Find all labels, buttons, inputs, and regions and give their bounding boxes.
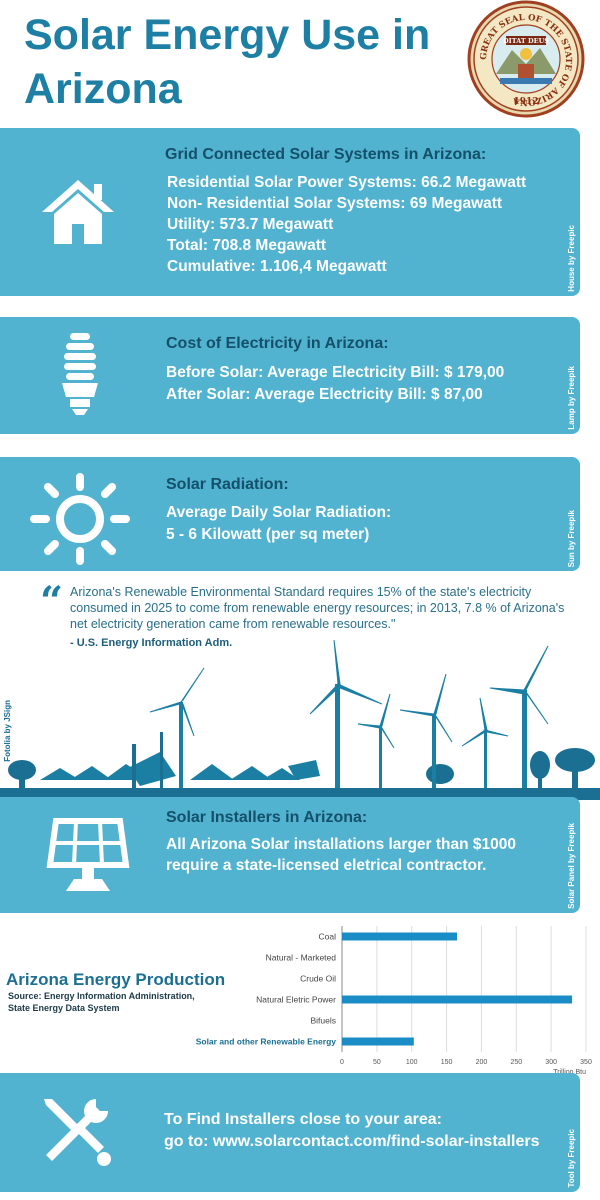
chart-category-label: Natural Eletric Power xyxy=(256,995,336,1005)
production-source: Source: Energy Information Administratio… xyxy=(8,991,195,1013)
radiation-title: Solar Radiation: xyxy=(166,476,289,493)
chart-x-tick-label: 350 xyxy=(580,1059,592,1066)
chart-x-tick-label: 100 xyxy=(406,1059,418,1066)
chart-bar xyxy=(342,932,458,941)
cost-line-before: Before Solar: Average Electricity Bill: … xyxy=(166,364,505,381)
production-title: Arizona Energy Production xyxy=(6,970,226,989)
installers-line-1: All Arizona Solar installations larger t… xyxy=(166,836,517,853)
installers-title: Solar Installers in Arizona: xyxy=(166,809,368,826)
quote-mark-icon: “ xyxy=(40,578,64,625)
wind-turbine-scene-illustration xyxy=(0,640,600,800)
installers-section: Solar Installers in Arizona: All Arizona… xyxy=(0,797,580,913)
radiation-line-average: Average Daily Solar Radiation: xyxy=(166,504,392,521)
cost-title: Cost of Electricity in Arizona: xyxy=(166,335,389,352)
radiation-line-range: 5 - 6 Kilowatt (per sq meter) xyxy=(166,526,370,543)
seal-year: 1912 xyxy=(513,97,538,107)
grid-line-utility: Utility: 573.7 Megawatt xyxy=(167,216,334,233)
grid-line-total: Total: 708.8 Megawatt xyxy=(167,237,327,254)
installers-line-2: require a state-licensed eletrical contr… xyxy=(166,857,487,874)
chart-category-label: Crude Oil xyxy=(300,974,336,984)
chart-x-axis-label: Trillion Btu xyxy=(553,1069,586,1076)
find-section: To Find Installers close to your area: g… xyxy=(0,1073,580,1192)
page-title: Solar Energy Use in Arizona xyxy=(24,11,431,113)
grid-line-cumulative: Cumulative: 1.106,4 Megawatt xyxy=(167,258,387,275)
lightbulb-icon xyxy=(62,333,98,415)
cost-section: Cost of Electricity in Arizona: Before S… xyxy=(0,317,580,434)
chart-x-tick-label: 250 xyxy=(510,1059,522,1066)
chart-x-tick-label: 300 xyxy=(545,1059,557,1066)
state-seal-icon: GREAT SEAL OF THE STATE OF ARIZONA DITAT… xyxy=(467,0,585,118)
chart-category-label: Bifuels xyxy=(310,1016,336,1026)
cost-credit: Lamp by Freepik xyxy=(567,366,576,430)
grid-title: Grid Connected Solar Systems in Arizona: xyxy=(165,146,487,163)
tools-icon xyxy=(44,1099,111,1166)
radiation-section: Solar Radiation: Average Daily Solar Rad… xyxy=(0,457,580,571)
solar-panel-icon xyxy=(46,818,130,891)
chart-category-label: Natural - Marketed xyxy=(266,953,337,963)
find-credit: Tool by Freepic xyxy=(567,1129,576,1188)
scene-credit: Fotolia by JSign xyxy=(3,700,12,762)
chart-bar xyxy=(342,995,573,1004)
energy-production-chart: 0 50 100 150 200 250 300 350 Coal Natural - Marke… xyxy=(196,926,592,1076)
chart-x-tick-label: 150 xyxy=(441,1059,453,1066)
cost-line-after: After Solar: Average Electricity Bill: $… xyxy=(166,386,483,403)
radiation-credit: Sun by Freepik xyxy=(567,509,576,567)
quote-text: Arizona's Renewable Environmental Standa… xyxy=(70,585,565,631)
find-link[interactable]: go to: www.solarcontact.com/find-solar-i… xyxy=(164,1133,540,1150)
grid-line-non-residential: Non- Residential Solar Systems: 69 Megaw… xyxy=(167,195,503,212)
grid-credit: House by Freepic xyxy=(567,225,576,292)
find-line-1: To Find Installers close to your area: xyxy=(164,1111,442,1128)
chart-category-label: Solar and other Renewable Energy xyxy=(196,1037,337,1047)
chart-x-tick-label: 50 xyxy=(373,1059,381,1066)
chart-bar xyxy=(342,1037,414,1046)
chart-category-label: Coal xyxy=(319,932,337,942)
seal-motto: DITAT DEUS xyxy=(503,37,549,45)
installers-credit: Solar Panel by Freepik xyxy=(567,823,576,909)
chart-x-tick-label: 0 xyxy=(340,1059,344,1066)
grid-line-residential: Residential Solar Power Systems: 66.2 Me… xyxy=(167,174,527,191)
grid-section: Grid Connected Solar Systems in Arizona:… xyxy=(0,128,580,296)
house-icon xyxy=(42,180,114,244)
quote-source: - U.S. Energy Information Adm. xyxy=(70,637,233,649)
chart-x-tick-label: 200 xyxy=(476,1059,488,1066)
sun-icon xyxy=(30,473,130,565)
